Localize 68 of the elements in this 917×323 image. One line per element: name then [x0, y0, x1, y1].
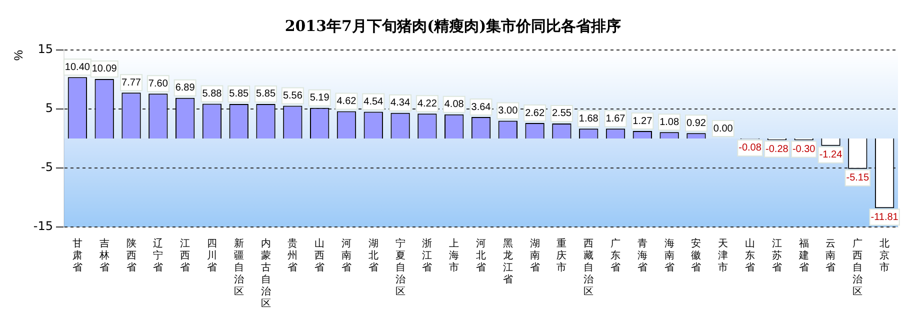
- x-tick-label: 湖北省: [368, 238, 378, 274]
- data-label: 0.00: [713, 123, 734, 134]
- data-label: 6.89: [175, 82, 196, 94]
- data-label: 7.77: [122, 77, 142, 88]
- data-label: 3.00: [498, 106, 518, 117]
- data-label: -11.81: [870, 212, 899, 223]
- x-tick-label: 甘肃省: [72, 238, 82, 274]
- x-tick-label: 黑龙江省: [502, 238, 513, 286]
- x-tick-label: 河南省: [341, 238, 352, 274]
- data-label: 1.27: [632, 116, 653, 127]
- x-tick-label: 重庆市: [556, 238, 567, 274]
- x-tick-label: 西藏自治区: [584, 238, 594, 298]
- data-label: 4.54: [364, 96, 384, 108]
- data-label: -0.08: [738, 142, 762, 154]
- x-tick-label: 宁夏自治区: [395, 238, 406, 298]
- data-label: -0.28: [766, 144, 789, 155]
- x-tick-label: 山西省: [314, 238, 325, 274]
- data-label: 3.64: [471, 102, 492, 113]
- data-label: 1.08: [660, 116, 680, 128]
- x-tick-label: 陕西省: [126, 238, 136, 274]
- x-tick-label: 北京市: [880, 238, 890, 274]
- data-label: 4.34: [390, 98, 410, 109]
- data-label: 1.68: [578, 113, 599, 124]
- data-label: 5.85: [229, 88, 250, 100]
- x-tick-label: 新疆自治区: [234, 238, 244, 298]
- x-tick-label: 江西省: [180, 238, 190, 274]
- x-tick-label: 海南省: [664, 238, 674, 274]
- x-tick-label: 吉林省: [98, 238, 110, 274]
- x-tick-label: 江苏省: [772, 238, 782, 274]
- x-tick-label: 辽宁省: [153, 238, 164, 274]
- x-tick-label: 青海省: [637, 238, 648, 274]
- chart-title: 2013年7月下旬猪肉(精瘦肉)集市价同比各省排序: [284, 16, 622, 35]
- x-tick-label: 内蒙古自治区: [260, 238, 271, 310]
- data-label: 5.19: [310, 92, 330, 104]
- data-label: 4.62: [336, 96, 357, 107]
- data-label: 2.55: [552, 108, 572, 120]
- y-tick-label: -5: [41, 160, 53, 174]
- data-label: 1.67: [606, 113, 626, 124]
- y-tick-label: -15: [33, 219, 53, 234]
- data-label: 7.60: [148, 78, 168, 90]
- data-label: 0.92: [686, 118, 706, 129]
- x-tick-label: 上海市: [449, 238, 460, 274]
- x-tick-label: 湖南省: [530, 238, 540, 274]
- data-label: 5.85: [256, 88, 276, 100]
- x-tick-label: 天津市: [718, 238, 728, 274]
- x-tick-label: 河北省: [476, 238, 486, 274]
- x-tick-label: 山东省: [745, 238, 756, 274]
- data-label: 5.56: [282, 90, 303, 102]
- data-label: 2.62: [525, 108, 545, 119]
- data-label: 4.08: [444, 99, 464, 110]
- y-tick-label: 5: [45, 101, 53, 116]
- data-label: 10.09: [92, 64, 118, 75]
- x-tick-label: 浙江省: [422, 238, 432, 274]
- y-tick-label: 15: [38, 42, 53, 56]
- x-tick-label: 云南省: [826, 238, 836, 274]
- data-label: 4.22: [417, 98, 438, 110]
- x-tick-label: 广西自治区: [852, 238, 863, 298]
- data-label: -1.24: [819, 150, 843, 161]
- x-tick-label: 福建省: [798, 238, 809, 274]
- x-tick-label: 广东省: [610, 238, 621, 274]
- x-tick-label: 贵州省: [288, 238, 298, 274]
- x-tick-label: 四川省: [206, 238, 217, 274]
- x-tick-label: 安徽省: [691, 238, 702, 274]
- data-label: 10.40: [64, 62, 90, 73]
- data-label: -5.15: [846, 172, 870, 184]
- data-label: 5.88: [202, 88, 222, 100]
- y-axis-title: %: [12, 50, 26, 61]
- data-label: -0.30: [792, 144, 816, 156]
